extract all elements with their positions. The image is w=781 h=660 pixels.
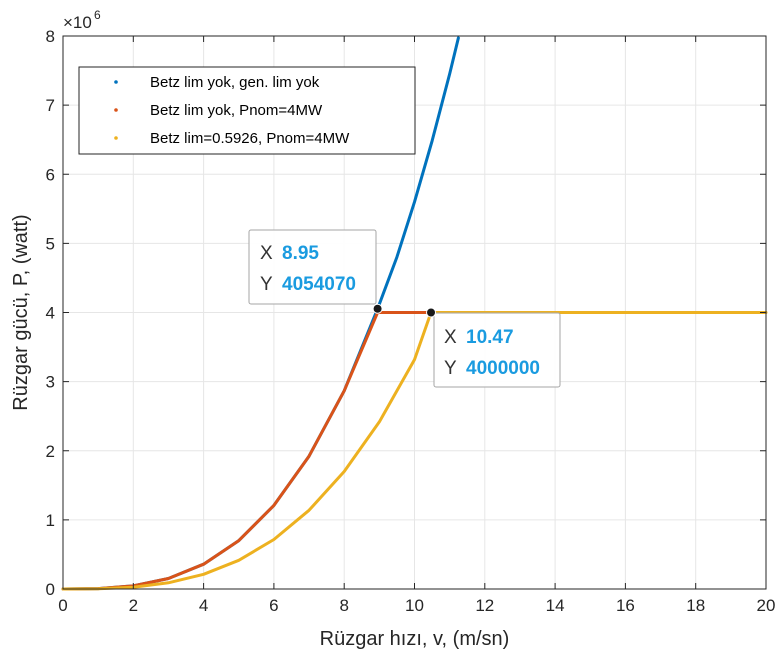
y-tick-label: 1 bbox=[46, 511, 55, 530]
x-tick-label: 14 bbox=[546, 596, 565, 615]
datatip-2-box bbox=[433, 312, 561, 388]
datatip-1-y-value: 4054070 bbox=[282, 274, 356, 295]
legend: Betz lim yok, gen. lim yok Betz lim yok,… bbox=[78, 66, 416, 155]
x-tick-label: 4 bbox=[199, 596, 208, 615]
datatip-2-x-key: X bbox=[444, 327, 457, 348]
datatip-1-box bbox=[248, 229, 377, 305]
series-line-2 bbox=[61, 311, 433, 591]
x-tick-label: 0 bbox=[58, 596, 67, 615]
legend-marker-series-2 bbox=[114, 108, 118, 112]
legend-label-series-1: Betz lim yok, gen. lim yok bbox=[150, 74, 320, 91]
legend-marker-series-1 bbox=[114, 80, 118, 84]
x-tick-label: 20 bbox=[757, 596, 776, 615]
datatip-marker-2[interactable] bbox=[426, 307, 437, 318]
y-exponent-base: ×10 bbox=[63, 13, 92, 32]
y-tick-label: 7 bbox=[46, 96, 55, 115]
datatip-1-x-key: X bbox=[260, 243, 273, 264]
x-tick-label: 10 bbox=[405, 596, 424, 615]
x-tick-label: 18 bbox=[686, 596, 705, 615]
x-tick-label: 2 bbox=[129, 596, 138, 615]
x-tick-label: 16 bbox=[616, 596, 635, 615]
legend-marker-series-3 bbox=[114, 136, 118, 140]
datatip-2-x-value: 10.47 bbox=[466, 327, 514, 348]
y-tick-label: 4 bbox=[46, 304, 55, 323]
y-tick-label: 5 bbox=[46, 234, 55, 253]
y-axis-label: Rüzgar gücü, P, (watt) bbox=[10, 214, 32, 410]
legend-box bbox=[78, 66, 416, 155]
y-tick-label: 3 bbox=[46, 373, 55, 392]
series-group bbox=[61, 36, 768, 591]
x-tick-label: 8 bbox=[339, 596, 348, 615]
datatip-2-y-value: 4000000 bbox=[466, 358, 540, 379]
datatip-1-y-key: Y bbox=[260, 274, 273, 295]
datatip-2[interactable]: X 10.47 Y 4000000 bbox=[433, 312, 561, 388]
series-line-3 bbox=[61, 311, 768, 591]
y-tick-label: 2 bbox=[46, 442, 55, 461]
legend-label-series-2: Betz lim yok, Pnom=4MW bbox=[150, 102, 323, 119]
x-tick-label: 12 bbox=[475, 596, 494, 615]
y-exponent-power: 6 bbox=[94, 8, 101, 22]
datatip-1[interactable]: X 8.95 Y 4054070 bbox=[248, 229, 377, 305]
legend-label-series-3: Betz lim=0.5926, Pnom=4MW bbox=[150, 130, 350, 147]
datatip-1-x-value: 8.95 bbox=[282, 243, 319, 264]
x-tick-label: 6 bbox=[269, 596, 278, 615]
datatip-marker-1[interactable] bbox=[372, 303, 383, 314]
x-axis-label: Rüzgar hızı, v, (m/sn) bbox=[320, 628, 510, 650]
y-tick-label: 8 bbox=[46, 27, 55, 46]
datatip-markers bbox=[372, 303, 437, 318]
y-tick-label: 6 bbox=[46, 165, 55, 184]
y-tick-label: 0 bbox=[46, 580, 55, 599]
datatip-2-y-key: Y bbox=[444, 358, 457, 379]
